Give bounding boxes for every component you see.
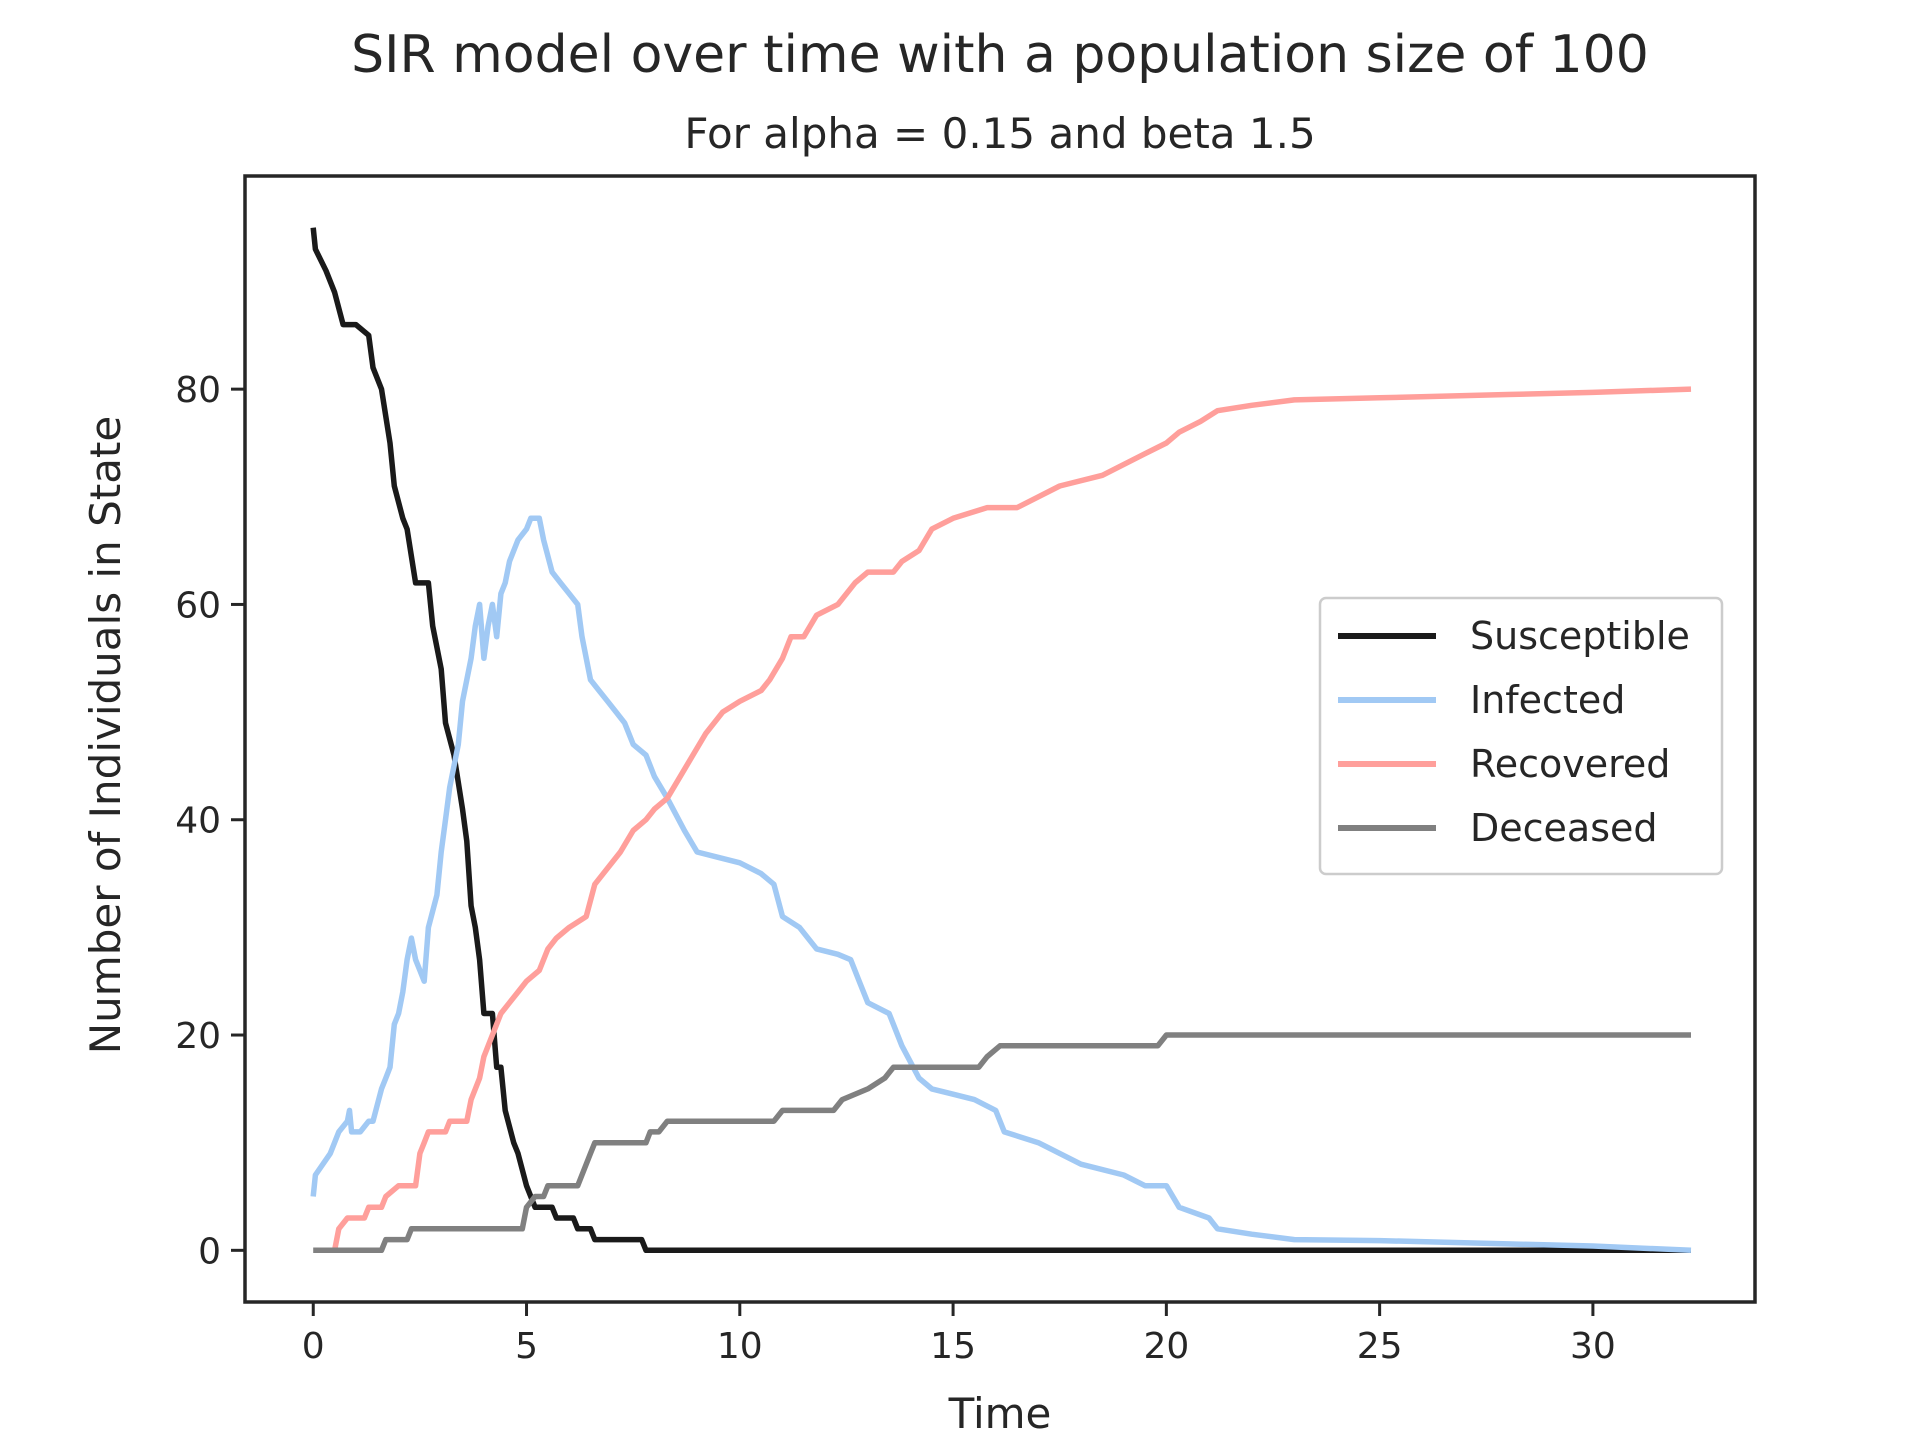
y-tick-label: 20 (175, 1016, 221, 1057)
x-axis-label: Time (948, 1389, 1052, 1438)
x-tick-label: 5 (515, 1326, 538, 1367)
x-tick-label: 15 (930, 1326, 976, 1367)
x-tick-label: 0 (302, 1326, 325, 1367)
legend: Susceptible Infected Recovered Deceased (1318, 596, 1724, 876)
legend-label: Deceased (1470, 806, 1658, 850)
y-tick-label: 80 (175, 370, 221, 411)
y-tick-label: 0 (198, 1231, 221, 1272)
series-lines (310, 227, 1692, 1254)
chart-subtitle: For alpha = 0.15 and beta 1.5 (684, 109, 1315, 158)
chart-title: SIR model over time with a population si… (351, 25, 1649, 85)
x-tick-label: 10 (717, 1326, 763, 1367)
series-line-infected (310, 515, 1692, 1254)
series-line-recovered (331, 386, 1692, 1251)
y-tick-label: 60 (175, 585, 221, 626)
x-tick-label: 25 (1357, 1326, 1403, 1367)
legend-label: Recovered (1470, 742, 1670, 786)
plot-frame (243, 174, 1757, 1304)
y-tick-label: 40 (175, 801, 221, 842)
x-tick-label: 20 (1143, 1326, 1189, 1367)
x-tick-label: 30 (1570, 1326, 1616, 1367)
legend-label: Infected (1470, 678, 1625, 722)
series-line-susceptible (310, 227, 1691, 1254)
axis-ticks: 0 5 10 15 20 25 30 0 20 40 60 80 (175, 370, 1616, 1367)
legend-label: Susceptible (1470, 614, 1690, 658)
series-line-deceased (313, 1032, 1691, 1254)
y-axis-label: Number of Individuals in State (81, 416, 130, 1055)
legend-box (1318, 596, 1724, 876)
